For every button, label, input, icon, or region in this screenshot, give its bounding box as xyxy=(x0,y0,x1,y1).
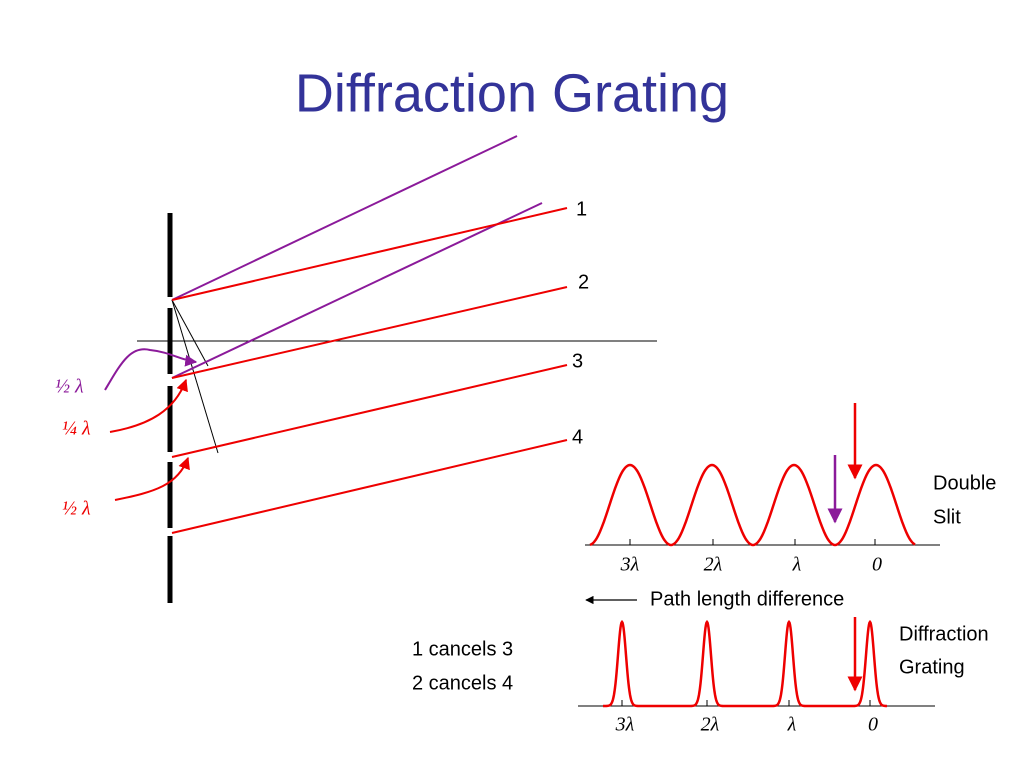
plot-label: Diffraction xyxy=(899,623,989,645)
annotation: ¼ λ xyxy=(62,418,91,440)
tick-label: λ xyxy=(787,714,797,736)
note: 1 cancels 3 xyxy=(412,638,513,660)
tick-label: 3λ xyxy=(615,714,635,736)
tick-label: 0 xyxy=(868,714,878,736)
tick-label: 2λ xyxy=(704,554,723,576)
plot-label: Grating xyxy=(899,656,965,678)
ray-label: 3 xyxy=(572,350,583,372)
note: 2 cancels 4 xyxy=(412,672,513,694)
plot-label: Slit xyxy=(933,506,961,528)
annotation: ½ λ xyxy=(62,498,91,520)
plot-label: Double xyxy=(933,472,996,494)
title: Diffraction Grating xyxy=(295,63,729,123)
grating-drawing xyxy=(104,135,657,603)
ray-label: 4 xyxy=(572,426,583,448)
tick-label: 2λ xyxy=(701,714,720,736)
tick-label: λ xyxy=(792,554,802,576)
ray-label: 1 xyxy=(576,198,587,220)
tick-label: 0 xyxy=(872,554,882,576)
axis-label: Path length difference xyxy=(650,588,844,610)
annotation: ½ λ xyxy=(55,376,84,398)
grating-plot xyxy=(578,617,935,708)
ray-label: 2 xyxy=(578,271,589,293)
tick-label: 3λ xyxy=(620,554,640,576)
double-slit-plot xyxy=(585,403,940,547)
